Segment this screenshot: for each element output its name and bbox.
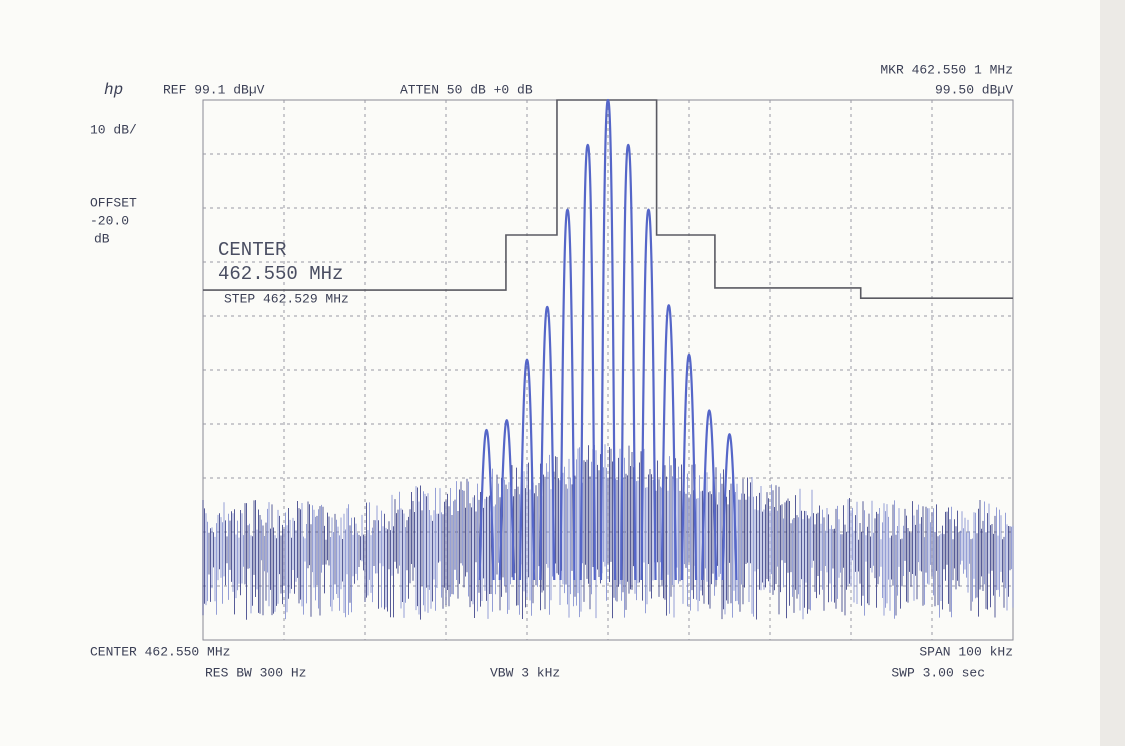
span: SPAN 100 kHz [919, 644, 1013, 659]
offset-label: OFFSET [90, 195, 137, 210]
scan-edge [1100, 0, 1125, 746]
offset-unit: dB [94, 231, 110, 246]
center-label: CENTER [218, 239, 286, 261]
spectral-peak [640, 208, 657, 581]
spectral-peak [498, 419, 515, 581]
spectral-peak [559, 208, 576, 581]
spectral-peak [701, 409, 718, 581]
marker-frequency: MKR 462.550 1 MHz [880, 62, 1013, 77]
mask-line [203, 99, 1013, 299]
spectral-peak [620, 143, 637, 581]
scale: 10 dB/ [90, 122, 137, 137]
spectral-peak [599, 98, 617, 581]
spectral-peak [539, 305, 556, 581]
sweep: SWP 3.00 sec [891, 665, 985, 680]
spectral-peak [721, 433, 738, 581]
logo: hp [104, 81, 123, 99]
offset-value: -20.0 [90, 213, 129, 228]
center-value: 462.550 MHz [218, 263, 343, 285]
marker-level: 99.50 dBµV [935, 82, 1013, 97]
traces [203, 98, 1013, 581]
step: STEP 462.529 MHz [224, 291, 349, 306]
spectral-peak [680, 353, 698, 581]
spectral-peak [478, 428, 495, 581]
spectral-peak [518, 358, 536, 581]
spectral-peak [579, 143, 596, 581]
spectral-peak [660, 304, 677, 581]
res-bw: RES BW 300 Hz [205, 665, 306, 680]
center-footer: CENTER 462.550 MHz [90, 644, 230, 659]
attenuation: ATTEN 50 dB +0 dB [400, 82, 533, 97]
vbw: VBW 3 kHz [490, 665, 560, 680]
ref-level: REF 99.1 dBµV [163, 82, 265, 97]
